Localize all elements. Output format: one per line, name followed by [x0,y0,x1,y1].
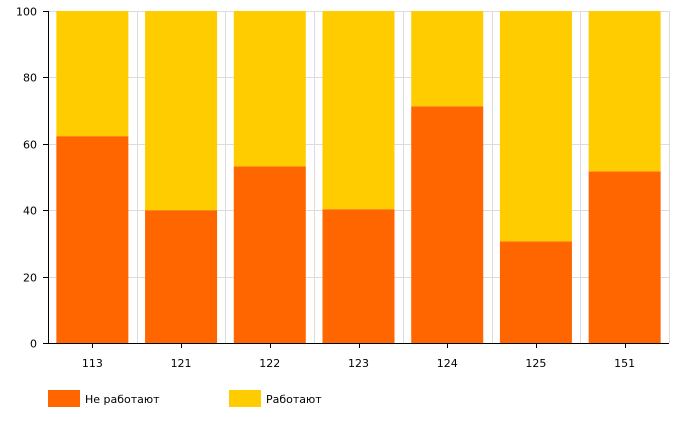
bar-not-working-121 [145,210,218,343]
x-tick-label: 151 [614,357,635,370]
bar-not-working-124 [411,106,484,343]
bar-working-121 [145,11,218,211]
axes [43,11,669,348]
bar-working-151 [588,11,661,172]
y-tick-label: 100 [16,6,37,19]
legend-swatch-not-working [48,390,80,407]
y-tick-label: 0 [30,338,37,351]
y-tick-labels: 0 20 40 60 80 100 [16,6,37,351]
x-tick-label: 124 [437,357,458,370]
x-tick-label: 125 [525,357,546,370]
x-tick-label: 113 [82,357,103,370]
bar-working-123 [322,11,395,210]
bar-not-working-122 [233,166,306,343]
bar-not-working-125 [499,241,572,343]
legend-swatch-working [229,390,261,407]
y-tick-label: 40 [23,205,37,218]
y-tick-label: 20 [23,272,37,285]
x-tick-label: 122 [259,357,280,370]
legend: Не работают Работают [48,390,322,407]
bar-working-113 [56,11,129,137]
bars [56,11,661,343]
x-tick-labels: 113 121 122 123 124 125 151 [82,357,635,370]
y-tick-label: 80 [23,72,37,85]
x-tick-label: 121 [171,357,192,370]
bar-not-working-123 [322,209,395,343]
bar-working-122 [233,11,306,167]
legend-label-not-working: Не работают [85,393,160,406]
bar-not-working-113 [56,136,129,343]
bar-working-125 [499,11,572,242]
bar-not-working-151 [588,171,661,343]
x-tick-label: 123 [348,357,369,370]
legend-label-working: Работают [266,393,322,406]
y-tick-label: 60 [23,139,37,152]
bar-working-124 [411,11,484,107]
